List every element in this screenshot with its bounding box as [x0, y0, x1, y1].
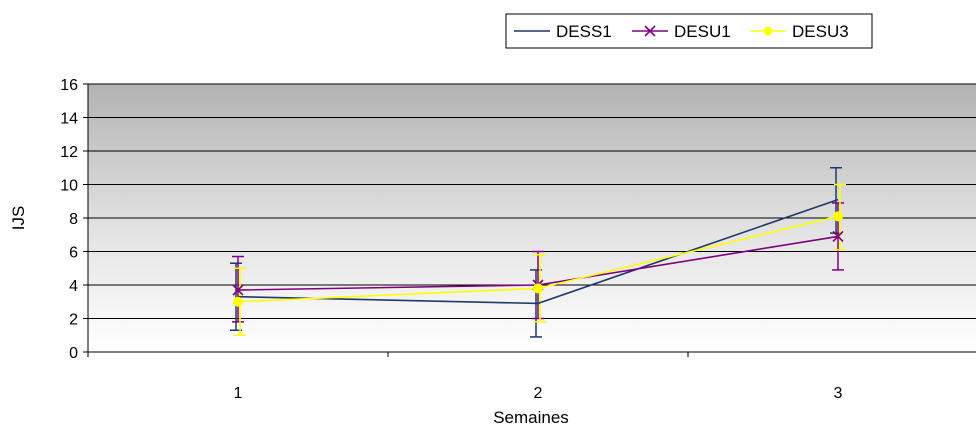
y-tick-labels: 0 2 4 6 8 10 12 14 16	[60, 77, 78, 362]
data-point	[232, 284, 244, 296]
legend: DESS1 DESU1 DESU3	[505, 13, 873, 49]
data-point	[832, 230, 844, 242]
data-point	[233, 296, 243, 307]
x-axis-title: Semaines	[493, 408, 569, 427]
series-line-DESS1	[237, 198, 839, 305]
y-tick-label: 14	[60, 111, 78, 128]
y-tick-label: 10	[60, 178, 78, 195]
y-tick-label: 8	[69, 211, 78, 228]
data-point	[833, 211, 843, 222]
y-tick-label: 12	[60, 144, 78, 161]
legend-label-DESS1: DESS1	[556, 22, 612, 41]
axes	[83, 83, 976, 357]
y-tick-label: 16	[60, 77, 78, 94]
y-axis-title: IJS	[9, 206, 28, 231]
y-tick-label: 2	[69, 312, 78, 329]
legend-box	[505, 13, 873, 49]
x-tick-label: 3	[834, 385, 843, 402]
legend-marker	[763, 26, 773, 36]
legend-label-DESU1: DESU1	[674, 22, 731, 41]
x-tick-label: 1	[234, 385, 243, 402]
data-point	[533, 283, 543, 294]
x-tick-label: 2	[534, 385, 543, 402]
y-tick-label: 6	[69, 245, 78, 262]
legend-marker	[644, 25, 656, 37]
y-tick-label: 4	[69, 278, 78, 295]
x-tick-labels: 1 2 3	[234, 385, 843, 402]
legend-label-DESU3: DESU3	[792, 22, 849, 41]
series-layer	[230, 167, 846, 338]
y-tick-label: 0	[69, 345, 78, 362]
